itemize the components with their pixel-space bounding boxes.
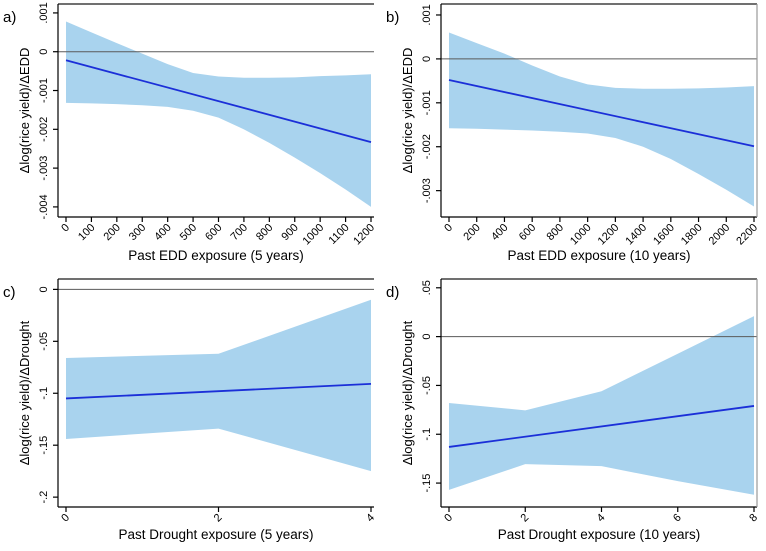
x-tick-label: 2000 <box>707 222 733 248</box>
y-tick-label: -.05 <box>421 376 433 395</box>
x-tick-label: 1100 <box>326 222 351 247</box>
panel-letter: d) <box>386 284 399 301</box>
y-tick-label: -.2 <box>38 491 50 504</box>
x-tick-label: 600 <box>203 222 224 243</box>
y-axis-title: Δlog(rice yield)/ΔEDD <box>17 48 32 174</box>
chart-svg: .001 0 -.001 -.002 -.003 -.004 0 100 200 300 400 50… <box>3 2 377 263</box>
panel-letter: c) <box>3 284 16 301</box>
y-tick-label: .001 <box>38 2 50 23</box>
chart-svg: .001 0 -.001 -.002 -.003 0 200 400 600 800 1000 120… <box>386 3 760 263</box>
y-tick-label: 0 <box>38 49 50 55</box>
x-axis-title: Past Drought exposure (5 years) <box>118 527 313 542</box>
x-axis-title: Past Drought exposure (10 years) <box>498 527 701 542</box>
chart-svg: .05 0 -.05 -.1 -.15 0 2 4 6 8 Past Drought exposur… <box>386 278 760 542</box>
x-tick-label: 0 <box>59 222 72 235</box>
x-tick-label: 700 <box>229 222 250 243</box>
y-tick-label: 0 <box>421 334 433 340</box>
x-tick-label: 1800 <box>679 222 705 248</box>
x-tick-label: 800 <box>545 222 566 243</box>
x-tick-label: 2200 <box>734 222 760 248</box>
x-tick-label: 2 <box>519 512 532 525</box>
y-axis-title: Δlog(rice yield)/ΔDrought <box>400 320 415 465</box>
x-axis-title: Past EDD exposure (10 years) <box>507 248 690 263</box>
y-tick-label: -.002 <box>421 134 433 159</box>
panel-drought-5yr: 0 -.05 -.1 -.15 -.2 0 2 4 Past Drought exposure … <box>0 275 383 551</box>
y-tick-label: -.001 <box>421 90 433 115</box>
y-tick-label: -.1 <box>421 428 433 441</box>
y-tick-label: -.001 <box>38 78 50 103</box>
x-tick-label: 1200 <box>596 222 622 248</box>
x-tick-label: 800 <box>254 222 275 243</box>
x-tick-label: 0 <box>59 512 72 525</box>
panel-edd-10yr: .001 0 -.001 -.002 -.003 0 200 400 600 800 1000 120… <box>383 0 766 280</box>
fit-line <box>65 59 372 143</box>
y-tick-label: 0 <box>421 56 433 62</box>
x-tick-label: 300 <box>127 222 148 243</box>
x-tick-label: 0 <box>442 222 455 235</box>
y-tick-label: -.1 <box>38 387 50 400</box>
chart-svg: 0 -.05 -.1 -.15 -.2 0 2 4 Past Drought exposure … <box>3 278 377 542</box>
y-tick-label: .05 <box>421 280 433 295</box>
x-tick-label: 1000 <box>300 222 326 248</box>
x-tick-label: 8 <box>747 512 760 525</box>
y-tick-label: 0 <box>38 286 50 292</box>
y-tick-label: -.002 <box>38 117 50 142</box>
x-tick-label: 1200 <box>351 222 377 248</box>
x-tick-label: 1000 <box>568 222 594 248</box>
x-tick-label: 200 <box>461 222 482 243</box>
x-tick-label: 600 <box>517 222 538 243</box>
panel-drought-10yr: .05 0 -.05 -.1 -.15 0 2 4 6 8 Past Drought exposur… <box>383 275 766 551</box>
panel-letter: b) <box>386 9 399 26</box>
x-tick-label: 6 <box>671 512 684 525</box>
y-tick-label: -.15 <box>421 474 433 493</box>
x-axis-title: Past EDD exposure (5 years) <box>128 248 304 263</box>
x-tick-label: 4 <box>595 512 608 525</box>
ci-band <box>66 299 371 472</box>
x-tick-label: 900 <box>279 222 300 243</box>
x-tick-label: 1400 <box>623 222 649 248</box>
ci-band <box>449 32 754 207</box>
panel-letter: a) <box>3 9 16 26</box>
ci-band <box>66 21 371 207</box>
fit-line <box>448 79 755 148</box>
x-tick-label: 400 <box>152 222 173 243</box>
fit-line <box>448 405 755 448</box>
x-tick-label: 500 <box>178 222 199 243</box>
x-tick-label: 100 <box>76 222 97 243</box>
fit-line <box>65 383 372 400</box>
y-tick-label: -.003 <box>421 178 433 203</box>
panel-edd-5yr: .001 0 -.001 -.002 -.003 -.004 0 100 200 300 400 50… <box>0 0 383 280</box>
y-tick-label: -.004 <box>38 194 50 219</box>
x-tick-label: 400 <box>489 222 510 243</box>
x-tick-label: 0 <box>442 512 455 525</box>
y-axis-title: Δlog(rice yield)/ΔDrought <box>17 320 32 465</box>
x-tick-label: 2 <box>212 512 225 525</box>
ci-band <box>449 316 754 495</box>
y-tick-label: -.05 <box>38 332 50 351</box>
y-tick-label: -.003 <box>38 156 50 181</box>
x-tick-label: 4 <box>364 512 377 525</box>
y-axis-title: Δlog(rice yield)/ΔEDD <box>400 48 415 174</box>
x-tick-label: 200 <box>101 222 122 243</box>
y-tick-label: .001 <box>421 4 433 25</box>
x-tick-label: 1600 <box>651 222 677 248</box>
y-tick-label: -.15 <box>38 436 50 455</box>
